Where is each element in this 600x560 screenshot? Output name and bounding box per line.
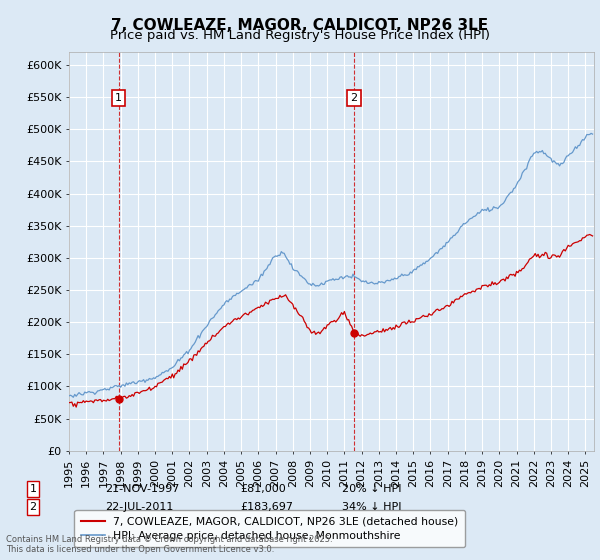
Text: 1: 1	[29, 484, 37, 494]
Text: 21-NOV-1997: 21-NOV-1997	[105, 484, 179, 494]
Text: 2: 2	[350, 94, 358, 104]
Text: 1: 1	[115, 94, 122, 104]
Text: Contains HM Land Registry data © Crown copyright and database right 2025.
This d: Contains HM Land Registry data © Crown c…	[6, 535, 332, 554]
Text: 20% ↓ HPI: 20% ↓ HPI	[342, 484, 401, 494]
Text: 22-JUL-2011: 22-JUL-2011	[105, 502, 173, 512]
Text: £81,000: £81,000	[240, 484, 286, 494]
Text: 34% ↓ HPI: 34% ↓ HPI	[342, 502, 401, 512]
Legend: 7, COWLEAZE, MAGOR, CALDICOT, NP26 3LE (detached house), HPI: Average price, det: 7, COWLEAZE, MAGOR, CALDICOT, NP26 3LE (…	[74, 510, 465, 547]
Text: £183,697: £183,697	[240, 502, 293, 512]
Text: 2: 2	[29, 502, 37, 512]
Text: 7, COWLEAZE, MAGOR, CALDICOT, NP26 3LE: 7, COWLEAZE, MAGOR, CALDICOT, NP26 3LE	[112, 18, 488, 33]
Text: Price paid vs. HM Land Registry's House Price Index (HPI): Price paid vs. HM Land Registry's House …	[110, 29, 490, 42]
